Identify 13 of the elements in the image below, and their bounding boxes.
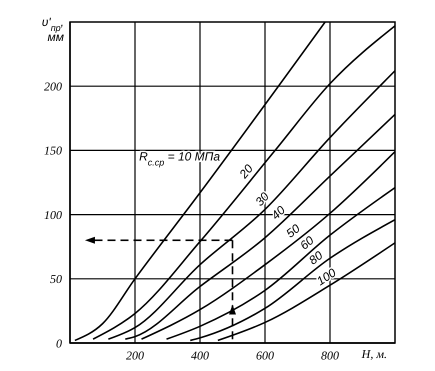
x-tick-label: 600 (256, 348, 274, 363)
x-axis-title: H, м. (360, 347, 387, 361)
y-tick-label: 0 (56, 336, 62, 350)
text: 100 (314, 265, 339, 288)
x-tick-label: 400 (191, 348, 209, 363)
x-tick-label: 800 (321, 348, 339, 363)
y-tick-label: 100 (44, 208, 62, 222)
x-tick-label: 200 (126, 348, 144, 363)
y-axis-title: υ'$_{пр}$, мм (42, 15, 64, 44)
y-tick-label: 50 (50, 272, 62, 286)
y-tick-label: 200 (44, 79, 62, 94)
y-tick-label: 150 (44, 144, 62, 158)
text: 20 (236, 162, 256, 182)
